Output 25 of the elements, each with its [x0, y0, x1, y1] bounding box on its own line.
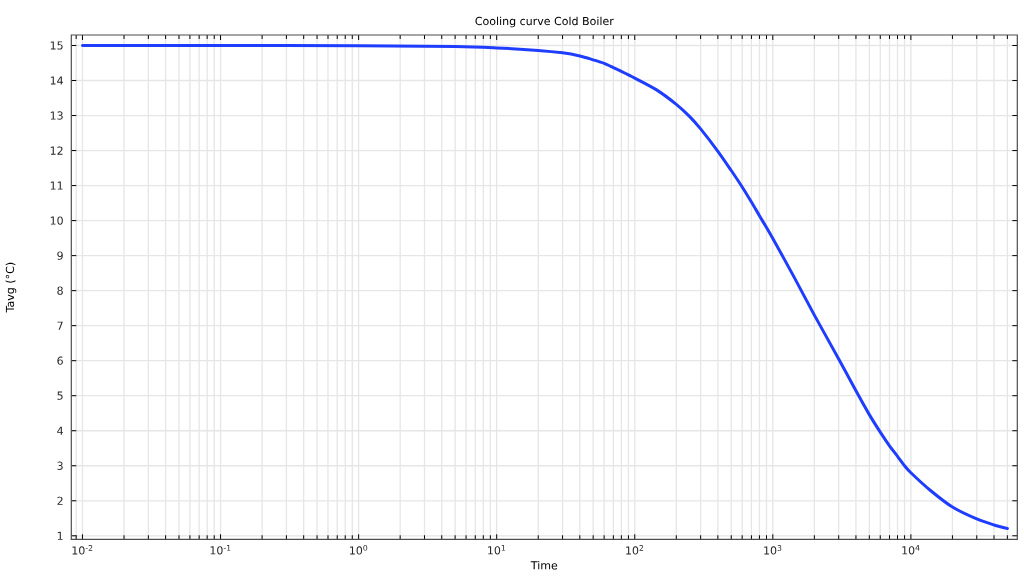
- y-tick-label: 7: [57, 321, 63, 330]
- chart-title: Cooling curve Cold Boiler: [475, 16, 614, 28]
- y-tick-label: 11: [50, 181, 63, 190]
- y-tick-label: 10: [50, 216, 63, 225]
- x-tick-label: 10$^{1}$: [488, 544, 506, 555]
- y-tick-label: 6: [57, 356, 63, 365]
- y-tick-label: 8: [57, 286, 63, 295]
- y-tick-label: 13: [50, 111, 63, 120]
- y-tick-label: 9: [57, 251, 63, 260]
- y-tick-label: 14: [50, 76, 63, 85]
- y-tick-label: 3: [57, 461, 63, 470]
- y-tick-label: 1: [57, 531, 63, 540]
- y-tick-label: 5: [57, 391, 63, 400]
- x-tick-label: 10$^{-2}$: [72, 544, 93, 555]
- y-tick-label: 15: [50, 41, 63, 50]
- x-tick-label: 10$^{0}$: [350, 544, 368, 555]
- y-axis-title: Tavg (°C): [5, 262, 17, 313]
- y-tick-label: 12: [50, 146, 63, 155]
- x-tick-label: 10$^{4}$: [902, 544, 920, 555]
- x-tick-label: 10$^{2}$: [626, 544, 644, 555]
- x-axis-title: Time: [530, 561, 558, 570]
- x-tick-label: 10$^{3}$: [764, 544, 782, 555]
- x-tick-label: 10$^{-1}$: [210, 544, 231, 555]
- y-tick-label: 2: [57, 496, 63, 505]
- y-tick-label: 4: [57, 426, 63, 435]
